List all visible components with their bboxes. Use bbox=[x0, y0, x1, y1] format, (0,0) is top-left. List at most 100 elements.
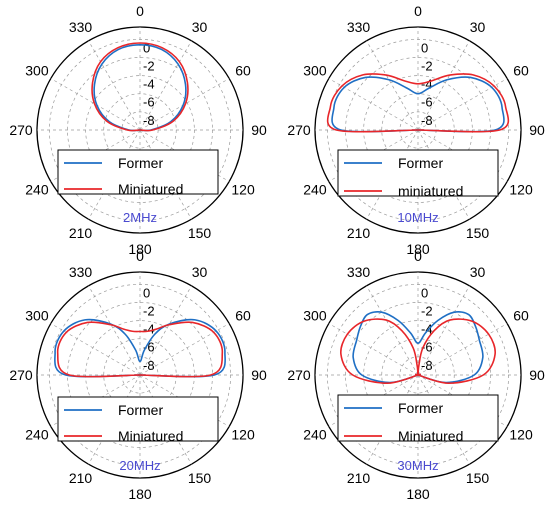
legend: Former Miniatured bbox=[57, 149, 219, 197]
radial-tick-label: -2 bbox=[143, 58, 155, 73]
legend-label: Former bbox=[398, 155, 443, 171]
grid-spoke bbox=[139, 285, 192, 376]
angle-tick-label: 210 bbox=[347, 470, 371, 486]
legend-label: Miniatured bbox=[118, 181, 183, 197]
radial-tick-label: -6 bbox=[143, 340, 155, 355]
angle-tick-label: 330 bbox=[69, 19, 93, 35]
angle-tick-label: 150 bbox=[466, 225, 490, 241]
angle-tick-label: 300 bbox=[303, 63, 327, 79]
grid-spoke bbox=[139, 78, 230, 131]
legend-label: Miniatured bbox=[118, 428, 183, 444]
angle-tick-label: 180 bbox=[128, 241, 152, 257]
frequency-label: 20MHz bbox=[119, 458, 160, 473]
radial-tick-label: -2 bbox=[421, 58, 433, 73]
angle-tick-label: 300 bbox=[25, 63, 49, 79]
grid-spoke bbox=[88, 129, 141, 220]
legend-box bbox=[57, 396, 219, 442]
angle-tick-label: 270 bbox=[9, 367, 33, 383]
angle-tick-label: 120 bbox=[231, 427, 255, 443]
grid-spoke bbox=[417, 285, 470, 376]
radial-tick-label: -8 bbox=[143, 358, 155, 373]
angle-tick-label: 240 bbox=[303, 182, 327, 198]
angle-tick-label: 180 bbox=[406, 486, 430, 502]
series-line-miniatured bbox=[326, 73, 510, 133]
radial-tick-label: -4 bbox=[421, 322, 433, 337]
angle-tick-label: 90 bbox=[529, 367, 545, 383]
angle-tick-label: 0 bbox=[414, 3, 422, 19]
angle-tick-label: 240 bbox=[25, 427, 49, 443]
radial-tick-label: -2 bbox=[421, 303, 433, 318]
angle-tick-label: 150 bbox=[188, 225, 212, 241]
radial-tick-label: 0 bbox=[143, 40, 150, 55]
grid-spoke bbox=[88, 374, 141, 465]
legend-box bbox=[57, 149, 219, 195]
angle-tick-label: 270 bbox=[287, 367, 311, 383]
angle-tick-label: 30 bbox=[470, 264, 486, 280]
angle-tick-label: 150 bbox=[466, 470, 490, 486]
angle-tick-label: 210 bbox=[69, 470, 93, 486]
grid-spoke bbox=[366, 374, 419, 465]
angle-tick-label: 90 bbox=[251, 367, 267, 383]
grid-spoke bbox=[366, 129, 419, 220]
radial-tick-label: 0 bbox=[421, 285, 428, 300]
angle-tick-label: 240 bbox=[303, 427, 327, 443]
legend-box bbox=[337, 149, 499, 197]
legend: Former miniatured bbox=[337, 149, 499, 199]
angle-tick-label: 300 bbox=[303, 308, 327, 324]
grid-spoke bbox=[366, 285, 419, 376]
angle-tick-label: 0 bbox=[136, 248, 144, 264]
angle-tick-label: 330 bbox=[69, 264, 93, 280]
grid-spoke bbox=[88, 285, 141, 376]
angle-tick-label: 180 bbox=[128, 486, 152, 502]
grid-spoke bbox=[328, 323, 419, 376]
series-line-miniatured bbox=[91, 42, 189, 132]
angle-tick-label: 270 bbox=[9, 122, 33, 138]
grid-spoke bbox=[50, 78, 141, 131]
radial-tick-label: -8 bbox=[421, 113, 433, 128]
polar-panel-2MHz: 0 30 60 90 120 150 180 210 240 270 300 330 0 -2 -4 -6 -8… bbox=[9, 3, 267, 257]
polar-panel-20MHz: 0 30 60 90 120 150 180 210 240 270 300 330 0 -2 -4 -6 -8… bbox=[9, 248, 267, 502]
angle-tick-label: 330 bbox=[347, 19, 371, 35]
legend-label: Miniatured bbox=[398, 428, 463, 444]
radial-tick-label: -4 bbox=[143, 77, 155, 92]
legend-box bbox=[337, 394, 499, 442]
radial-tick-label: -8 bbox=[143, 113, 155, 128]
angle-tick-label: 0 bbox=[414, 248, 422, 264]
grid-spoke bbox=[417, 40, 470, 131]
legend-label: Former bbox=[118, 402, 163, 418]
grid-spoke bbox=[139, 129, 192, 220]
angle-tick-label: 30 bbox=[470, 19, 486, 35]
radial-tick-label: -4 bbox=[143, 322, 155, 337]
grid-spoke bbox=[139, 374, 192, 465]
frequency-label: 30MHz bbox=[397, 458, 438, 473]
angle-tick-label: 120 bbox=[231, 182, 255, 198]
angle-tick-label: 300 bbox=[25, 308, 49, 324]
grid-spoke bbox=[417, 374, 470, 465]
angle-tick-label: 120 bbox=[509, 182, 533, 198]
frequency-label: 10MHz bbox=[397, 210, 438, 225]
angle-tick-label: 30 bbox=[192, 264, 208, 280]
legend-label: Former bbox=[118, 155, 163, 171]
angle-tick-label: 180 bbox=[406, 241, 430, 257]
angle-tick-label: 0 bbox=[136, 3, 144, 19]
angle-tick-label: 120 bbox=[509, 427, 533, 443]
polar-panel-30MHz: 0 30 60 90 120 150 180 210 240 270 300 330 0 -2 -4 -6 -8… bbox=[287, 248, 545, 502]
angle-tick-label: 210 bbox=[347, 225, 371, 241]
radial-tick-label: -6 bbox=[143, 95, 155, 110]
series-line-miniatured bbox=[56, 321, 224, 378]
legend: Former Miniatured bbox=[337, 394, 499, 444]
angle-tick-label: 60 bbox=[513, 63, 529, 79]
grid-spoke bbox=[88, 40, 141, 131]
angle-tick-label: 60 bbox=[513, 308, 529, 324]
grid-spoke bbox=[139, 40, 192, 131]
legend-label: Former bbox=[398, 400, 443, 416]
angle-tick-label: 150 bbox=[188, 470, 212, 486]
angle-tick-label: 60 bbox=[235, 308, 251, 324]
angle-tick-label: 60 bbox=[235, 63, 251, 79]
radial-tick-label: 0 bbox=[421, 40, 428, 55]
angle-tick-label: 270 bbox=[287, 122, 311, 138]
grid-spoke bbox=[366, 40, 419, 131]
angle-tick-label: 90 bbox=[251, 122, 267, 138]
